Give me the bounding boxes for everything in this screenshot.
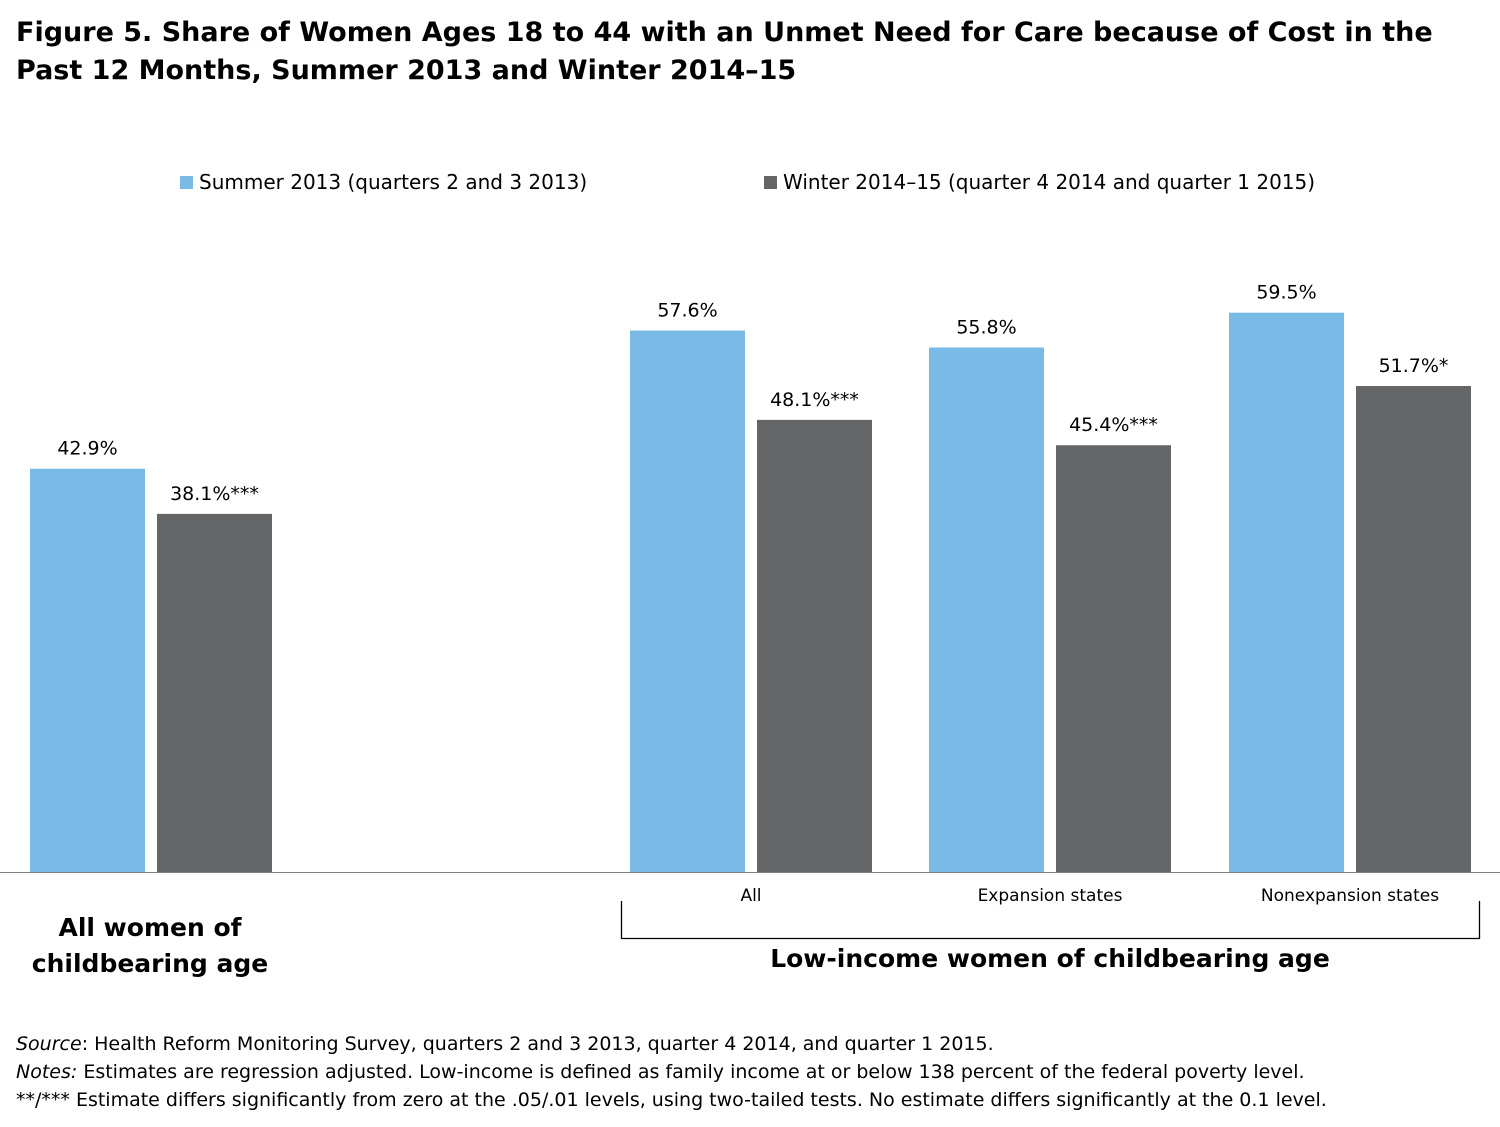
group-label-low-income: Low-income women of childbearing age <box>770 944 1330 973</box>
data-label-summer-3: 59.5% <box>1256 282 1316 304</box>
data-label-summer-0: 42.9% <box>57 438 117 460</box>
bar-summer-1 <box>630 330 745 872</box>
source-text: : Health Reform Monitoring Survey, quart… <box>81 1033 994 1055</box>
notes-note: Notes: Estimates are regression adjusted… <box>16 1058 1486 1086</box>
legend-swatch-winter <box>764 175 777 189</box>
bar-winter-3 <box>1356 386 1471 872</box>
chart-legend: Summer 2013 (quarters 2 and 3 2013) Wint… <box>0 170 1500 200</box>
bar-summer-0 <box>30 468 145 872</box>
legend-item-winter: Winter 2014–15 (quarter 4 2014 and quart… <box>764 170 1315 194</box>
data-label-winter-2: 45.4%*** <box>1069 414 1158 436</box>
bar-winter-0 <box>157 513 272 872</box>
data-label-summer-1: 57.6% <box>657 300 717 322</box>
significance-note: **/*** Estimate differs significantly fr… <box>16 1089 1327 1111</box>
data-label-winter-0: 38.1%*** <box>170 483 259 505</box>
legend-label-winter: Winter 2014–15 (quarter 4 2014 and quart… <box>783 170 1316 194</box>
source-label: Source <box>16 1033 82 1055</box>
data-label-winter-1: 48.1%*** <box>770 389 859 411</box>
legend-swatch-summer <box>180 175 193 189</box>
legend-item-summer: Summer 2013 (quarters 2 and 3 2013) <box>180 170 587 194</box>
data-label-winter-3: 51.7%* <box>1379 355 1449 377</box>
bar-chart: 42.9% 57.6% 55.8% 59.5% 38.1%*** 48.1%*** 45.4… <box>0 282 1500 940</box>
category-label-all: All <box>740 886 761 906</box>
data-label-summer-2: 55.8% <box>956 316 1016 338</box>
bar-summer-3 <box>1229 312 1344 872</box>
bar-winter-1 <box>757 419 872 872</box>
bar-summer-2 <box>929 347 1044 873</box>
legend-label-summer: Summer 2013 (quarters 2 and 3 2013) <box>199 170 588 194</box>
low-income-bracket <box>620 901 1481 940</box>
group-label-all-women: All women of childbearing age <box>31 913 269 978</box>
category-label-expansion-states: Expansion states <box>978 886 1123 906</box>
source-note: Source: Health Reform Monitoring Survey,… <box>16 1030 1486 1058</box>
notes-label: Notes: <box>16 1061 78 1083</box>
chart-title: Figure 5. Share of Women Ages 18 to 44 w… <box>16 17 1433 86</box>
footnotes: Source: Health Reform Monitoring Survey,… <box>16 1030 1486 1114</box>
category-label-nonexpansion-states: Nonexpansion states <box>1261 886 1439 906</box>
notes-text: Estimates are regression adjusted. Low-i… <box>77 1061 1305 1083</box>
bar-winter-2 <box>1056 445 1171 872</box>
